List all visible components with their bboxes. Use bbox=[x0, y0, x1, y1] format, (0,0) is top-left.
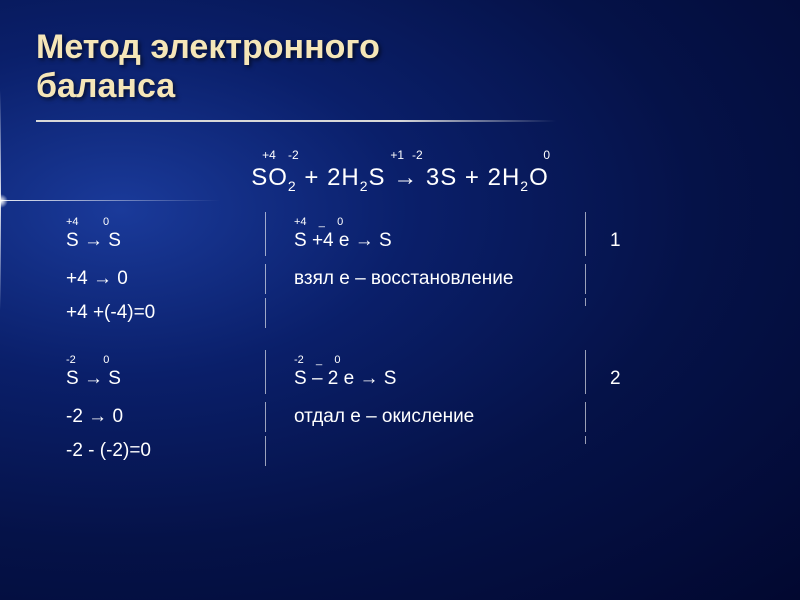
cell bbox=[266, 298, 586, 306]
mini-charges: +4 _ 0 bbox=[294, 216, 577, 230]
coefficient: 1 bbox=[610, 230, 621, 251]
charge: +1 bbox=[342, 148, 404, 162]
half-reaction-mid: S +4 e → S bbox=[294, 230, 392, 251]
row-block2-sum: -2 - (-2)=0 bbox=[66, 436, 764, 466]
mini-charges bbox=[610, 216, 646, 230]
main-equation: SO2 + 2H2S → 3S + 2H2O bbox=[251, 164, 549, 194]
cell: взял e – восстановление bbox=[266, 264, 586, 294]
row-block1-explain: +4 → 0 взял e – восстановление bbox=[66, 264, 764, 294]
cell bbox=[586, 436, 646, 444]
cell: +4 +(-4)=0 bbox=[66, 298, 266, 328]
cell: +4 0 S → S bbox=[66, 212, 266, 256]
cell: -2 - (-2)=0 bbox=[66, 436, 266, 466]
slide-title: Метод электронного баланса bbox=[36, 28, 764, 106]
cell: -2 0 S → S bbox=[66, 350, 266, 394]
half-reaction-left: S → S bbox=[66, 368, 121, 389]
sum-expression: +4 +(-4)=0 bbox=[66, 302, 155, 323]
row-block2: -2 0 S → S -2 _ 0 S – 2 e → S 2 bbox=[66, 350, 764, 394]
title-line1: Метод электронного bbox=[36, 28, 380, 66]
main-equation-charges: +4 -2 +1 -2 0 bbox=[250, 148, 550, 162]
half-reaction-left: S → S bbox=[66, 230, 121, 251]
row-block1: +4 0 S → S +4 _ 0 S +4 e → S 1 bbox=[66, 212, 764, 256]
slide-content: Метод электронного баланса +4 -2 +1 -2 0… bbox=[0, 0, 800, 494]
cell: 1 bbox=[586, 212, 646, 256]
main-equation-block: +4 -2 +1 -2 0 SO2 + 2H2S → 3S + 2H2O bbox=[36, 148, 764, 194]
cell: отдал e – окисление bbox=[266, 402, 586, 432]
row-block2-explain: -2 → 0 отдал e – окисление bbox=[66, 402, 764, 432]
balance-body: +4 0 S → S +4 _ 0 S +4 e → S 1 +4 → 0 вз… bbox=[36, 212, 764, 466]
title-underline bbox=[36, 120, 556, 122]
cell: -2 → 0 bbox=[66, 402, 266, 432]
sum-expression: -2 - (-2)=0 bbox=[66, 440, 151, 461]
cell: 2 bbox=[586, 350, 646, 394]
mini-charges: -2 _ 0 bbox=[294, 354, 577, 368]
process-label: взял e – восстановление bbox=[294, 268, 513, 289]
cell: -2 _ 0 S – 2 e → S bbox=[266, 350, 586, 394]
cell bbox=[586, 298, 646, 306]
charge-change: +4 → 0 bbox=[66, 268, 128, 289]
process-label: отдал e – окисление bbox=[294, 406, 474, 427]
cell: +4 _ 0 S +4 e → S bbox=[266, 212, 586, 256]
charge: +4 bbox=[250, 148, 288, 162]
cell: +4 → 0 bbox=[66, 264, 266, 294]
spacer bbox=[66, 336, 764, 350]
title-line2: баланса bbox=[36, 67, 175, 105]
mini-charges: +4 0 bbox=[66, 216, 257, 230]
charge: -2 bbox=[404, 148, 464, 162]
half-reaction-mid: S – 2 e → S bbox=[294, 368, 396, 389]
charge: 0 bbox=[464, 148, 550, 162]
mini-charges: -2 0 bbox=[66, 354, 257, 368]
cell bbox=[586, 264, 646, 272]
coefficient: 2 bbox=[610, 368, 621, 389]
mini-charges bbox=[610, 354, 646, 368]
cell bbox=[586, 402, 646, 410]
row-block1-sum: +4 +(-4)=0 bbox=[66, 298, 764, 328]
charge: -2 bbox=[288, 148, 342, 162]
cell bbox=[266, 436, 586, 444]
charge-change: -2 → 0 bbox=[66, 406, 123, 427]
